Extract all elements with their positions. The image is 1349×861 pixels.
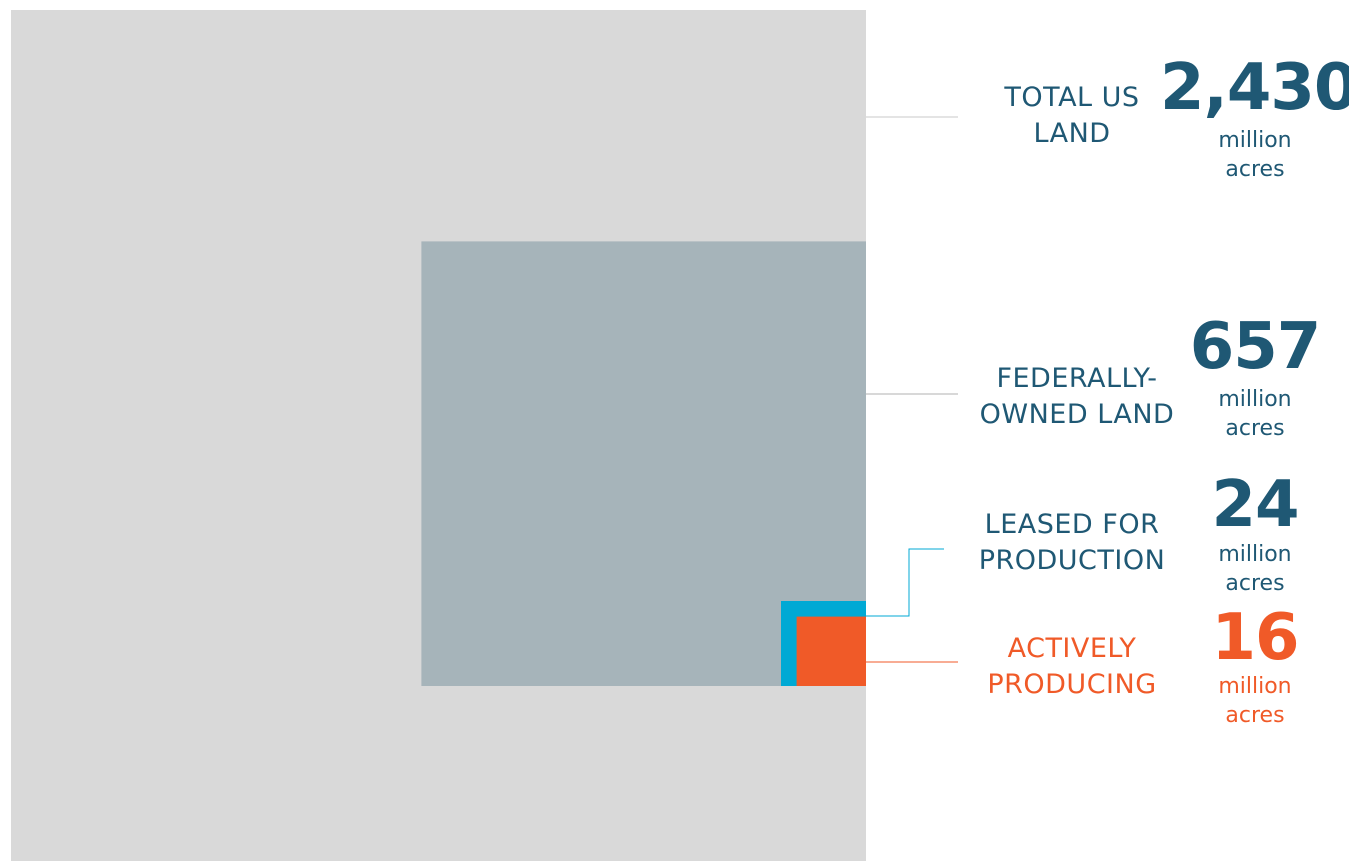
- label-producing: ACTIVELY PRODUCING: [957, 631, 1187, 703]
- unit-leased: million acres: [1195, 540, 1315, 598]
- unit-leased-line-2: acres: [1225, 571, 1285, 596]
- label-producing-line-2: PRODUCING: [987, 669, 1157, 700]
- unit-producing: million acres: [1195, 672, 1315, 730]
- value-producing: 16: [1211, 601, 1299, 675]
- unit-federal-line-2: acres: [1225, 416, 1285, 441]
- unit-federal-line-1: million: [1218, 387, 1292, 412]
- square-producing: [796, 616, 866, 686]
- value-leased: 24: [1211, 468, 1299, 542]
- label-leased-line-2: PRODUCTION: [978, 545, 1166, 576]
- label-federal-line-2: OWNED LAND: [979, 399, 1175, 430]
- label-producing-line-1: ACTIVELY: [1007, 633, 1137, 664]
- unit-leased-line-1: million: [1218, 542, 1292, 567]
- label-federal: FEDERALLY- OWNED LAND: [962, 361, 1192, 433]
- unit-producing-line-2: acres: [1225, 703, 1285, 728]
- label-leased: LEASED FOR PRODUCTION: [957, 507, 1187, 579]
- unit-federal: million acres: [1195, 385, 1315, 443]
- label-federal-line-1: FEDERALLY-: [996, 363, 1158, 394]
- unit-total-line-2: acres: [1225, 157, 1285, 182]
- label-total-line-2: LAND: [1033, 118, 1111, 149]
- unit-total-line-1: million: [1218, 128, 1292, 153]
- leader-line-leased: [866, 548, 944, 617]
- label-leased-line-1: LEASED FOR: [984, 509, 1160, 540]
- value-federal: 657: [1189, 310, 1322, 384]
- label-total: TOTAL US LAND: [986, 80, 1158, 152]
- unit-total: million acres: [1195, 126, 1315, 184]
- unit-producing-line-1: million: [1218, 674, 1292, 699]
- label-total-line-1: TOTAL US: [1004, 82, 1140, 113]
- value-total: 2,430: [1160, 51, 1349, 125]
